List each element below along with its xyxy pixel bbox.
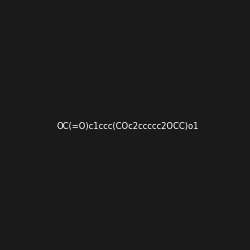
Text: OC(=O)c1ccc(COc2ccccc2OCC)o1: OC(=O)c1ccc(COc2ccccc2OCC)o1 <box>57 122 199 131</box>
